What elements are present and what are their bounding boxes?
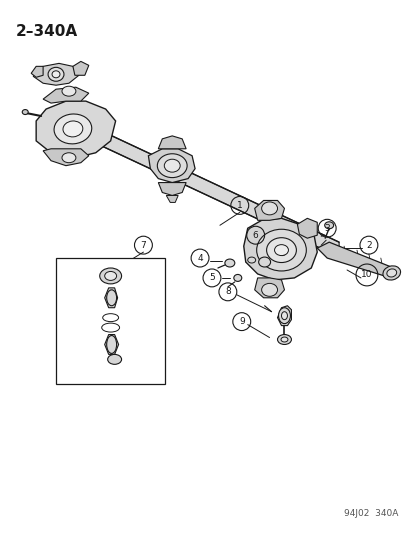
Ellipse shape xyxy=(104,271,116,280)
Ellipse shape xyxy=(256,229,306,271)
Ellipse shape xyxy=(280,337,287,342)
Polygon shape xyxy=(73,61,88,75)
Ellipse shape xyxy=(62,86,76,96)
Ellipse shape xyxy=(382,266,400,280)
Ellipse shape xyxy=(22,110,28,115)
Ellipse shape xyxy=(102,323,119,332)
Ellipse shape xyxy=(261,284,277,296)
Ellipse shape xyxy=(224,259,234,267)
Ellipse shape xyxy=(247,257,255,263)
Ellipse shape xyxy=(48,67,64,81)
Ellipse shape xyxy=(54,114,92,144)
Ellipse shape xyxy=(279,251,285,256)
Ellipse shape xyxy=(102,314,118,321)
Polygon shape xyxy=(277,306,291,326)
Polygon shape xyxy=(36,101,115,159)
Ellipse shape xyxy=(63,121,83,137)
Ellipse shape xyxy=(258,257,270,267)
Ellipse shape xyxy=(107,336,116,353)
Polygon shape xyxy=(166,196,178,203)
Ellipse shape xyxy=(281,312,287,320)
Ellipse shape xyxy=(324,222,333,229)
Polygon shape xyxy=(158,183,186,196)
Ellipse shape xyxy=(62,153,76,163)
Ellipse shape xyxy=(274,245,288,256)
Text: 8: 8 xyxy=(224,287,230,296)
Polygon shape xyxy=(316,242,393,278)
Ellipse shape xyxy=(233,274,241,281)
Polygon shape xyxy=(254,200,284,220)
Polygon shape xyxy=(148,149,195,183)
Ellipse shape xyxy=(386,269,396,277)
Polygon shape xyxy=(31,66,43,77)
Text: 3: 3 xyxy=(323,224,329,233)
Polygon shape xyxy=(158,136,186,149)
Polygon shape xyxy=(254,278,284,298)
Ellipse shape xyxy=(100,268,121,284)
Text: 7: 7 xyxy=(140,240,146,249)
Ellipse shape xyxy=(278,308,290,324)
Text: 4: 4 xyxy=(197,254,202,263)
Text: 94J02  340A: 94J02 340A xyxy=(344,510,398,518)
Ellipse shape xyxy=(157,154,187,177)
Ellipse shape xyxy=(107,290,116,306)
Polygon shape xyxy=(297,219,316,238)
Ellipse shape xyxy=(107,354,121,365)
Ellipse shape xyxy=(277,335,291,344)
Ellipse shape xyxy=(266,238,296,263)
Polygon shape xyxy=(90,126,338,257)
FancyBboxPatch shape xyxy=(56,258,165,384)
Polygon shape xyxy=(43,149,88,166)
Polygon shape xyxy=(243,219,316,280)
Text: 9: 9 xyxy=(238,317,244,326)
Text: 1: 1 xyxy=(236,201,242,210)
Text: 2–340A: 2–340A xyxy=(15,23,77,38)
Text: 10: 10 xyxy=(360,270,372,279)
Text: 5: 5 xyxy=(209,273,214,282)
Polygon shape xyxy=(104,335,118,354)
Ellipse shape xyxy=(52,71,60,78)
Ellipse shape xyxy=(261,202,277,215)
Ellipse shape xyxy=(164,159,180,172)
Text: 6: 6 xyxy=(252,231,258,240)
Text: 2: 2 xyxy=(365,240,371,249)
Polygon shape xyxy=(104,288,117,308)
Polygon shape xyxy=(43,87,88,103)
Polygon shape xyxy=(33,63,78,85)
